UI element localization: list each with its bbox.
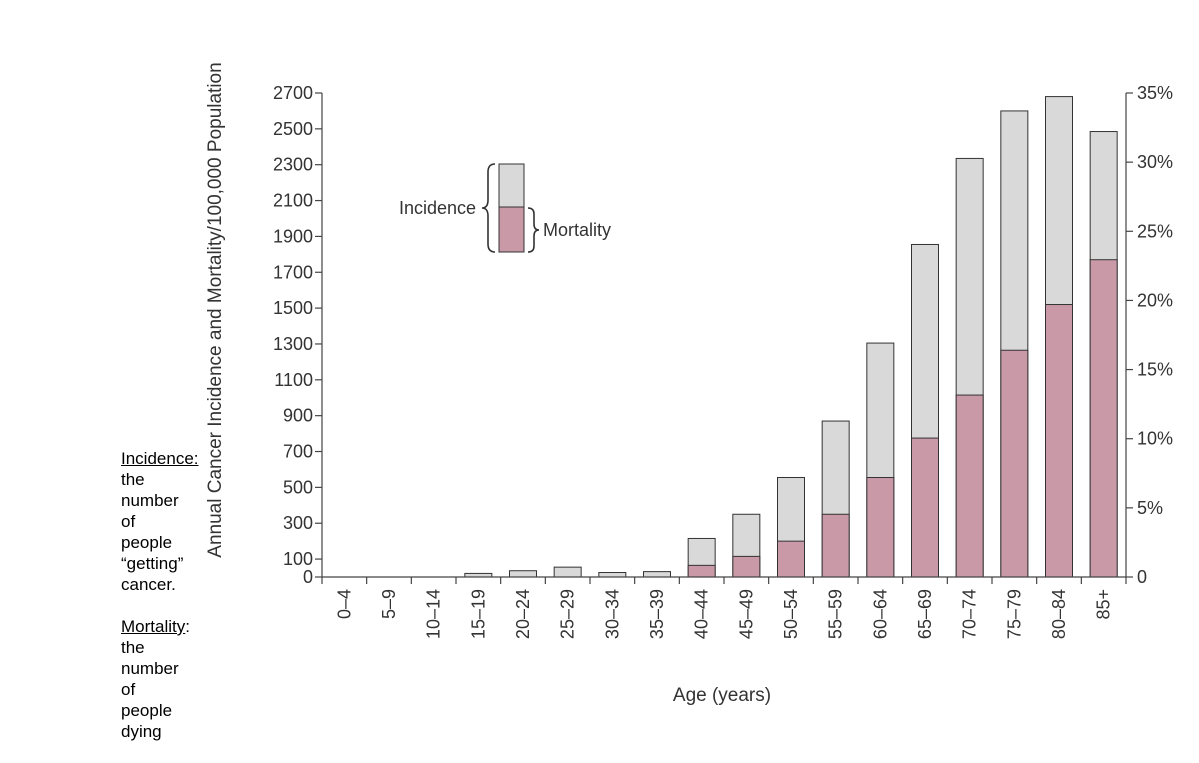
x-tick-label-30–34: 30–34 [602, 589, 622, 639]
x-tick-label-15–19: 15–19 [468, 589, 488, 639]
mortality-bar-85+ [1089, 259, 1118, 578]
y-tick-label-2500: 2500 [273, 119, 313, 139]
y-tick-label-900: 900 [283, 406, 313, 426]
y2-tick-label-2: 10% [1137, 429, 1173, 449]
y-tick-label-1300: 1300 [273, 334, 313, 354]
mortality-bar-75–79 [1000, 349, 1029, 578]
x-tick-label-70–74: 70–74 [960, 589, 980, 639]
y2-tick-label-5: 25% [1137, 221, 1173, 241]
x-tick-label-20–24: 20–24 [513, 589, 533, 639]
legend: Incidence Mortality [399, 163, 611, 253]
mortality-bar-60–64 [866, 477, 895, 578]
incidence-bar-20–24 [509, 570, 537, 578]
y-tick-label-1500: 1500 [273, 298, 313, 318]
x-tick-label-75–79: 75–79 [1004, 589, 1024, 639]
x-tick-label-50–54: 50–54 [781, 589, 801, 639]
y-tick-label-2100: 2100 [273, 191, 313, 211]
x-tick-label-10–14: 10–14 [424, 589, 444, 639]
y-tick-label-2300: 2300 [273, 155, 313, 175]
mortality-bar-80–84 [1045, 304, 1073, 578]
y2-tick-label-3: 15% [1137, 360, 1173, 380]
incidence-bar-30–34 [598, 572, 627, 578]
x-axis-title: Age (years) [673, 685, 771, 706]
mortality-bar-70–74 [955, 394, 984, 578]
mortality-bar-50–54 [777, 540, 805, 578]
y-tick-label-1700: 1700 [273, 262, 313, 282]
y-tick-label-100: 100 [283, 549, 313, 569]
axes-layer: 0100300500700900110013001500170019002100… [273, 83, 1173, 639]
legend-mortality-brace [527, 207, 540, 253]
incidence-term: Incidence: [121, 449, 199, 468]
y2-tick-label-0: 0 [1137, 567, 1147, 587]
x-tick-label-60–64: 60–64 [870, 589, 890, 639]
x-tick-label-40–44: 40–44 [692, 589, 712, 639]
bars-layer [464, 96, 1118, 578]
x-tick-label-85+: 85+ [1094, 589, 1114, 620]
y-tick-label-1100: 1100 [274, 370, 313, 390]
y-axis-title: Annual Cancer Incidence and Mortality/10… [205, 62, 226, 557]
x-tick-label-80–84: 80–84 [1049, 589, 1069, 639]
mortality-bar-45–49 [732, 555, 761, 578]
mortality-bar-65–69 [911, 437, 939, 578]
mortality-bar-40–44 [687, 564, 716, 578]
x-tick-label-5–9: 5–9 [379, 589, 399, 619]
incidence-definition: Incidence: the number of people “getting… [121, 448, 199, 595]
y-tick-label-700: 700 [283, 442, 313, 462]
y-tick-label-2700: 2700 [273, 83, 313, 103]
x-tick-label-0–4: 0–4 [334, 589, 354, 619]
y2-tick-label-4: 20% [1137, 290, 1173, 310]
mortality-term: Mortality [121, 617, 186, 636]
x-tick-label-35–39: 35–39 [647, 589, 667, 639]
y2-tick-label-6: 30% [1137, 152, 1173, 172]
cancer-age-bar-chart: 0100300500700900110013001500170019002100… [205, 62, 1173, 706]
legend-mortality-swatch [498, 206, 525, 253]
incidence-bar-25–29 [553, 566, 582, 578]
legend-incidence-label: Incidence [399, 198, 476, 218]
y-tick-label-300: 300 [283, 513, 313, 533]
mortality-bar-55–59 [821, 513, 850, 578]
y-tick-label-1900: 1900 [273, 226, 313, 246]
x-tick-label-25–29: 25–29 [558, 589, 578, 639]
y2-tick-label-1: 5% [1137, 498, 1163, 518]
incidence-bar-35–39 [643, 571, 671, 578]
legend-incidence-brace [481, 163, 496, 253]
legend-mortality-label: Mortality [543, 220, 611, 240]
y2-tick-label-7: 35% [1137, 83, 1173, 103]
y-tick-label-0: 0 [303, 567, 313, 587]
y-tick-label-500: 500 [283, 477, 313, 497]
x-tick-label-45–49: 45–49 [736, 589, 756, 639]
x-tick-label-55–59: 55–59 [826, 589, 846, 639]
incidence-definition-text: the number of people “getting” cancer. [121, 470, 184, 594]
x-tick-label-65–69: 65–69 [915, 589, 935, 639]
